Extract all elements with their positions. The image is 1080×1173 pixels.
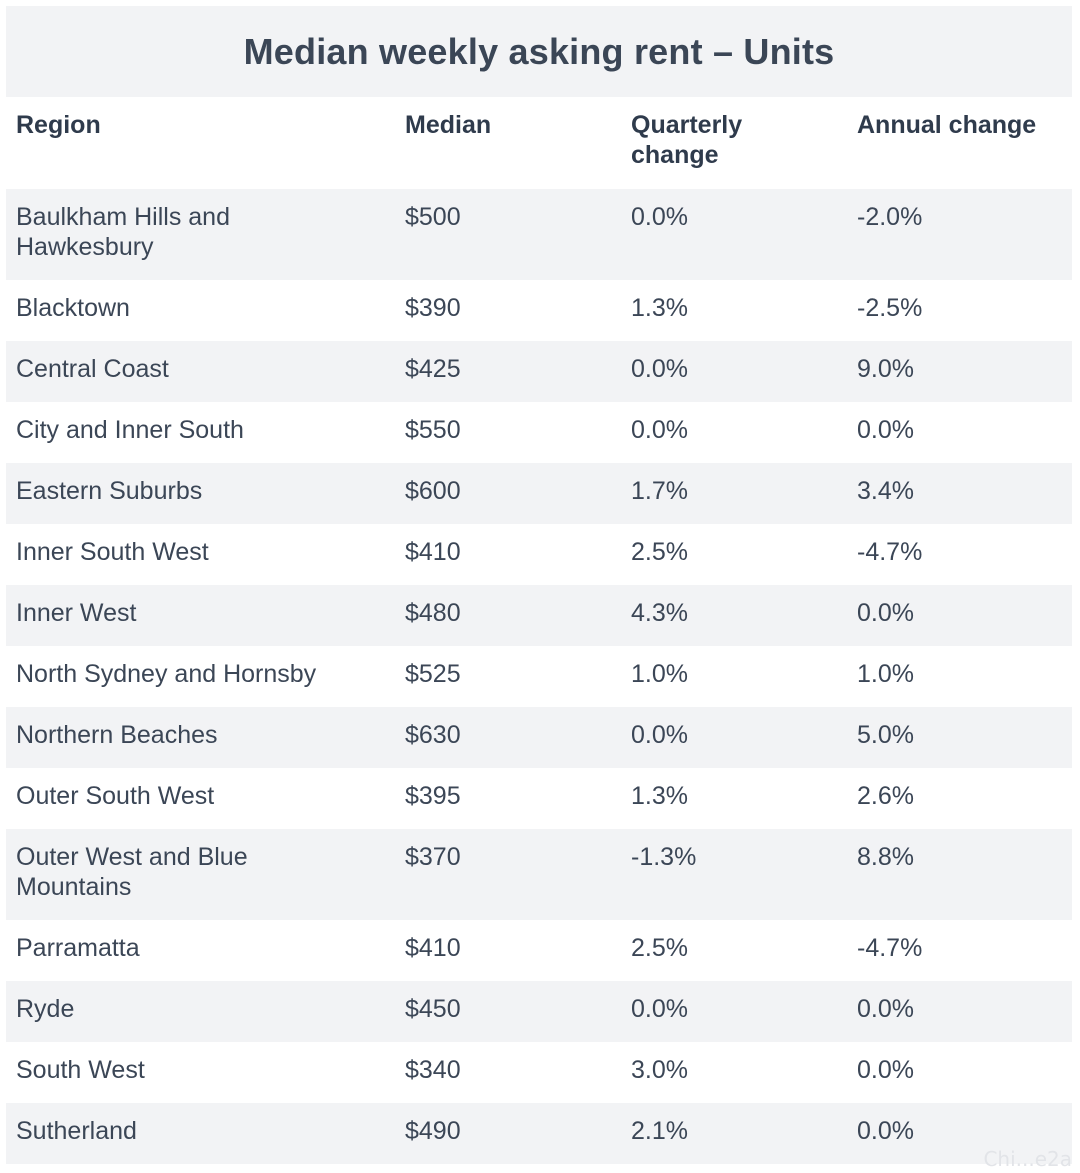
cell-median: $490: [395, 1103, 621, 1164]
cell-median: $480: [395, 585, 621, 646]
cell-region: Outer West and Blue Mountains: [6, 829, 395, 920]
cell-median: $630: [395, 707, 621, 768]
cell-region: Blacktown: [6, 280, 395, 341]
table-row: Blacktown $390 1.3% -2.5%: [6, 280, 1072, 341]
table-row: Baulkham Hills and Hawkesbury $500 0.0% -2.…: [6, 189, 1072, 280]
cell-quarterly-change: 0.0%: [621, 189, 847, 280]
table-title: Median weekly asking rent – Units: [243, 30, 835, 72]
cell-region: Outer South West: [6, 768, 395, 829]
table-header: Region Median Quarterly change Annual ch…: [6, 97, 1072, 189]
cell-annual-change: -2.0%: [847, 189, 1072, 280]
cell-region: South West: [6, 1042, 395, 1103]
table-row: North Sydney and Hornsby $525 1.0% 1.0%: [6, 646, 1072, 707]
cell-median: $395: [395, 768, 621, 829]
cell-annual-change: 0.0%: [847, 1103, 1072, 1164]
table-body: Baulkham Hills and Hawkesbury $500 0.0% -2.…: [6, 189, 1072, 1164]
header-annual-change: Annual change: [847, 97, 1072, 189]
cell-quarterly-change: 1.3%: [621, 768, 847, 829]
cell-quarterly-change: 0.0%: [621, 707, 847, 768]
cell-annual-change: 9.0%: [847, 341, 1072, 402]
cell-annual-change: -4.7%: [847, 524, 1072, 585]
cell-median: $390: [395, 280, 621, 341]
cell-quarterly-change: 2.5%: [621, 920, 847, 981]
cell-median: $450: [395, 981, 621, 1042]
cell-median: $370: [395, 829, 621, 920]
header-region: Region: [6, 97, 395, 189]
cell-median: $600: [395, 463, 621, 524]
cell-region: Central Coast: [6, 341, 395, 402]
cell-quarterly-change: 1.0%: [621, 646, 847, 707]
cell-median: $525: [395, 646, 621, 707]
table-row: Sutherland $490 2.1% 0.0%: [6, 1103, 1072, 1164]
cell-quarterly-change: 1.3%: [621, 280, 847, 341]
table-row: City and Inner South $550 0.0% 0.0%: [6, 402, 1072, 463]
cell-annual-change: 0.0%: [847, 402, 1072, 463]
table-row: Eastern Suburbs $600 1.7% 3.4%: [6, 463, 1072, 524]
cell-region: Inner West: [6, 585, 395, 646]
cell-annual-change: 3.4%: [847, 463, 1072, 524]
cell-region: Eastern Suburbs: [6, 463, 395, 524]
cell-quarterly-change: 0.0%: [621, 981, 847, 1042]
cell-region: Sutherland: [6, 1103, 395, 1164]
cell-median: $500: [395, 189, 621, 280]
cell-quarterly-change: 0.0%: [621, 402, 847, 463]
header-row: Region Median Quarterly change Annual ch…: [6, 97, 1072, 189]
cell-median: $550: [395, 402, 621, 463]
table-row: Ryde $450 0.0% 0.0%: [6, 981, 1072, 1042]
cell-quarterly-change: 0.0%: [621, 341, 847, 402]
table-row: Central Coast $425 0.0% 9.0%: [6, 341, 1072, 402]
cell-annual-change: -4.7%: [847, 920, 1072, 981]
table-row: South West $340 3.0% 0.0%: [6, 1042, 1072, 1103]
rent-table-card: Median weekly asking rent – Units Region…: [6, 6, 1072, 1164]
cell-median: $410: [395, 524, 621, 585]
cell-region: Parramatta: [6, 920, 395, 981]
cell-annual-change: 0.0%: [847, 1042, 1072, 1103]
cell-region: Northern Beaches: [6, 707, 395, 768]
table-row: Parramatta $410 2.5% -4.7%: [6, 920, 1072, 981]
cell-annual-change: 0.0%: [847, 585, 1072, 646]
cell-region: Baulkham Hills and Hawkesbury: [6, 189, 395, 280]
table-row: Outer West and Blue Mountains $370 -1.3% 8.…: [6, 829, 1072, 920]
cell-annual-change: 5.0%: [847, 707, 1072, 768]
table-row: Inner West $480 4.3% 0.0%: [6, 585, 1072, 646]
cell-annual-change: 2.6%: [847, 768, 1072, 829]
cell-region: Inner South West: [6, 524, 395, 585]
table-row: Northern Beaches $630 0.0% 5.0%: [6, 707, 1072, 768]
cell-annual-change: 1.0%: [847, 646, 1072, 707]
cell-quarterly-change: 2.1%: [621, 1103, 847, 1164]
header-median: Median: [395, 97, 621, 189]
cell-annual-change: -2.5%: [847, 280, 1072, 341]
cell-quarterly-change: 4.3%: [621, 585, 847, 646]
cell-annual-change: 0.0%: [847, 981, 1072, 1042]
cell-quarterly-change: 3.0%: [621, 1042, 847, 1103]
table-row: Inner South West $410 2.5% -4.7%: [6, 524, 1072, 585]
cell-median: $340: [395, 1042, 621, 1103]
cell-quarterly-change: 1.7%: [621, 463, 847, 524]
cell-region: North Sydney and Hornsby: [6, 646, 395, 707]
cell-quarterly-change: -1.3%: [621, 829, 847, 920]
cell-annual-change: 8.8%: [847, 829, 1072, 920]
cell-region: Ryde: [6, 981, 395, 1042]
rent-table: Region Median Quarterly change Annual ch…: [6, 97, 1072, 1164]
header-quarterly-change: Quarterly change: [621, 97, 847, 189]
cell-region: City and Inner South: [6, 402, 395, 463]
cell-median: $410: [395, 920, 621, 981]
title-bar: Median weekly asking rent – Units: [6, 6, 1072, 97]
table-row: Outer South West $395 1.3% 2.6%: [6, 768, 1072, 829]
cell-quarterly-change: 2.5%: [621, 524, 847, 585]
cell-median: $425: [395, 341, 621, 402]
watermark: Chi...e2a: [983, 1147, 1072, 1171]
